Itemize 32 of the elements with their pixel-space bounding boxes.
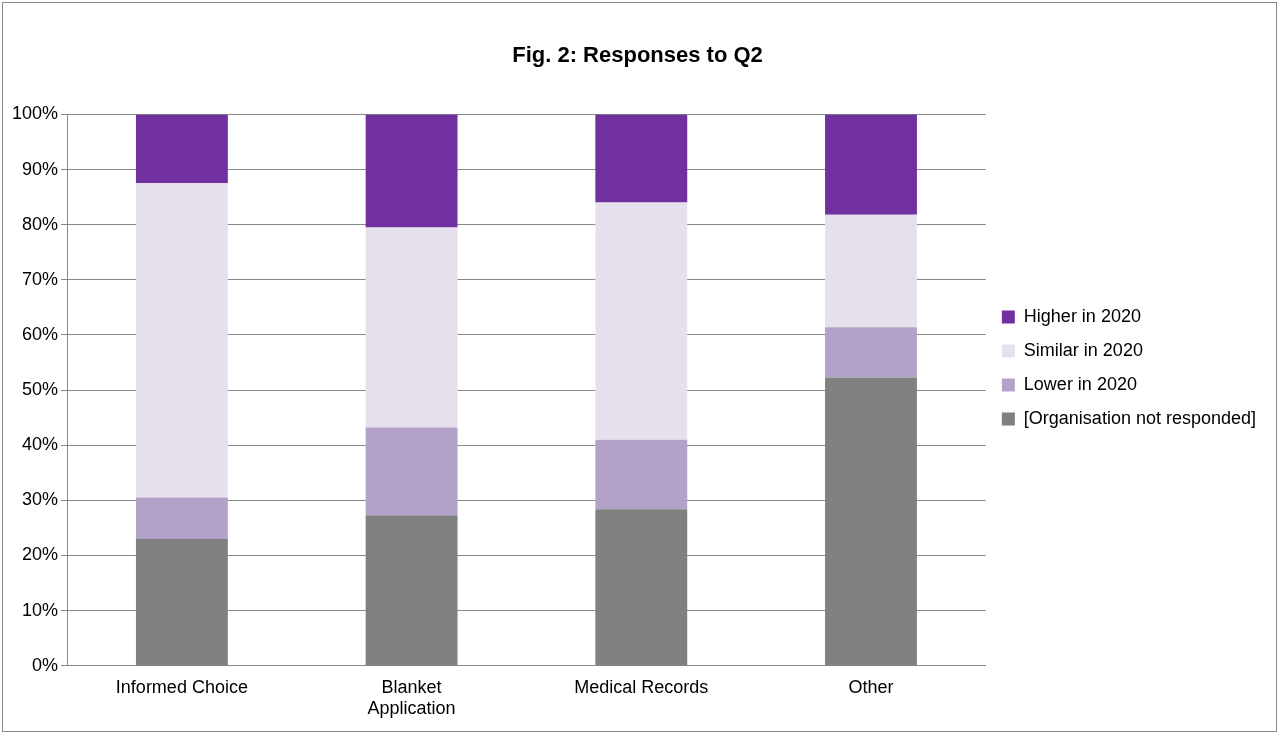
chart-title: Fig. 2: Responses to Q2: [512, 42, 763, 68]
x-tick-label: Other: [848, 676, 894, 697]
x-tick-label: Blanket Application: [367, 676, 456, 719]
y-tick-label: 10%: [22, 599, 59, 620]
bar: [825, 114, 917, 215]
y-tick-label: 100%: [11, 103, 59, 124]
bar: [365, 227, 458, 428]
bar: [595, 202, 688, 440]
bar: [595, 114, 688, 203]
y-tick-label: 30%: [22, 489, 59, 510]
bar: [365, 427, 458, 516]
x-tick-label: Medical Records: [574, 676, 709, 697]
y-tick-label: 80%: [22, 213, 59, 234]
bar: [135, 114, 228, 184]
legend-label: Similar in 2020: [1023, 339, 1143, 360]
y-tick-label: 70%: [22, 268, 59, 289]
y-tick-label: 0%: [32, 654, 59, 675]
y-tick-label: 40%: [22, 434, 59, 455]
y-tick-label: 20%: [22, 544, 59, 565]
bar: [135, 497, 228, 539]
bar: [135, 183, 228, 498]
legend-label: Higher in 2020: [1023, 305, 1141, 326]
y-tick-label: 50%: [22, 379, 59, 400]
y-tick-label: 60%: [22, 323, 59, 344]
x-tick-label: Informed Choice: [115, 676, 248, 697]
legend-label: [Organisation not responded]: [1023, 407, 1256, 428]
bar: [825, 214, 917, 328]
bar: [365, 114, 458, 228]
bar: [825, 327, 917, 378]
bar: [595, 439, 688, 510]
y-tick-label: 90%: [22, 158, 59, 179]
legend-label: Lower in 2020: [1023, 373, 1137, 394]
